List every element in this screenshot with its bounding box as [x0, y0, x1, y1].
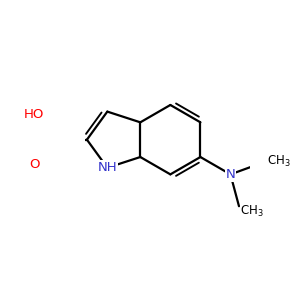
Text: NH: NH: [98, 161, 117, 174]
Text: N: N: [226, 168, 235, 181]
Text: HO: HO: [24, 108, 44, 121]
Text: O: O: [29, 158, 40, 171]
Text: CH$_3$: CH$_3$: [267, 154, 291, 169]
Text: CH$_3$: CH$_3$: [241, 204, 264, 219]
